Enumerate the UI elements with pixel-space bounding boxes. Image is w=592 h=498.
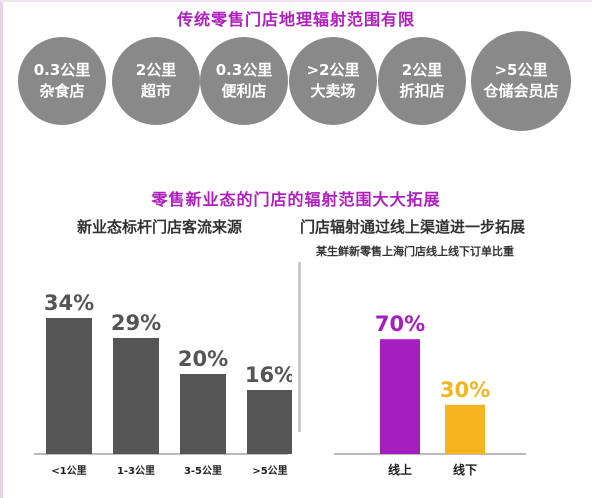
online-offline-bar-chart: 70% 线上 30% 线下 (334, 312, 526, 477)
chart-divider (298, 262, 301, 432)
format-type: 超市 (140, 82, 171, 100)
x-tick-label: 线上 (388, 462, 412, 477)
format-circle-supermarket: 2公里 超市 (112, 37, 200, 125)
format-type: 便利店 (221, 82, 267, 100)
format-distance: 0.3公里 (215, 61, 273, 79)
x-tick-label: 1-3公里 (117, 465, 155, 477)
data-label: 70% (375, 312, 425, 336)
format-circle-hypermarket: >2公里 大卖场 (289, 37, 377, 125)
data-label: 29% (111, 311, 161, 335)
format-distance: >5公里 (494, 61, 548, 79)
top-edge-stripe (0, 0, 592, 2)
data-label: 30% (440, 378, 490, 402)
format-circle-warehouse-club: >5公里 仓储会员店 (471, 31, 571, 131)
data-label: 16% (245, 363, 292, 387)
format-circle-convenience: 0.3公里 便利店 (200, 37, 288, 125)
customer-source-bar-chart: 34% <1公里 29% 1-3公里 20% 3-5公里 16% >5公里 (34, 291, 292, 477)
format-type: 折扣店 (399, 82, 445, 100)
right-chart-subtitle: 某生鲜新零售上海门店线上线下订单比重 (316, 245, 514, 258)
format-distance: 2公里 (135, 61, 177, 79)
format-distance: >2公里 (306, 61, 360, 79)
traditional-retail-headline: 传统零售门店地理辐射范围有限 (176, 10, 415, 29)
x-tick-label: 3-5公里 (184, 465, 222, 477)
format-type: 杂食店 (39, 82, 85, 100)
bar (46, 318, 92, 454)
new-retail-headline: 零售新业态的门店的辐射范围大大拓展 (151, 190, 441, 209)
x-tick-label: >5公里 (252, 465, 287, 477)
data-label: 34% (44, 291, 94, 315)
format-circle-discount: 2公里 折扣店 (378, 37, 466, 125)
bar (380, 339, 420, 454)
right-chart-title: 门店辐射通过线上渠道进一步拓展 (300, 218, 526, 236)
format-distance: 2公里 (401, 61, 443, 79)
bar (180, 374, 226, 454)
format-circle-grocery: 0.3公里 杂食店 (18, 37, 106, 125)
format-distance: 0.3公里 (33, 61, 91, 79)
bar (113, 338, 159, 454)
x-tick-label: <1公里 (51, 465, 86, 477)
bar (247, 390, 292, 454)
left-edge-stripe (0, 0, 3, 498)
x-tick-label: 线下 (453, 462, 477, 477)
format-type: 仓储会员店 (483, 82, 559, 100)
bar (445, 404, 485, 454)
format-type: 大卖场 (310, 82, 356, 100)
data-label: 20% (178, 347, 228, 371)
left-chart-title: 新业态标杆门店客流来源 (77, 218, 243, 236)
